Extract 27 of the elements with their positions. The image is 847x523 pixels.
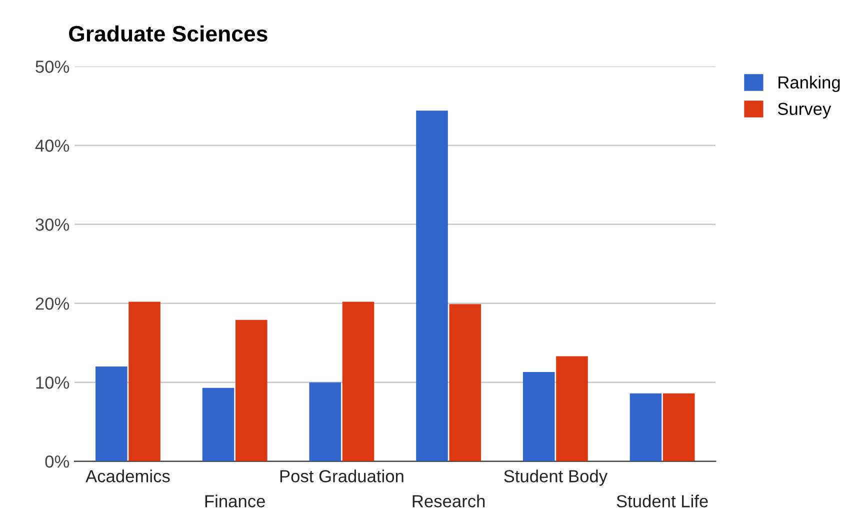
bar [202, 388, 234, 462]
y-tick-label: 0% [45, 455, 70, 468]
bar [449, 304, 482, 462]
bar [309, 382, 342, 462]
bar [556, 356, 588, 462]
x-tick-label: Post Graduation [280, 470, 404, 482]
y-tick-label: 10% [36, 376, 70, 389]
chart-title: Graduate Sciences [69, 25, 268, 42]
x-tick-label: Finance [205, 494, 265, 508]
bar [416, 110, 448, 462]
legend-label: Survey [778, 102, 832, 119]
legend-label: Ranking [778, 76, 840, 92]
bar [235, 320, 268, 462]
bar [522, 372, 555, 462]
y-tick-label: 30% [36, 218, 70, 231]
y-tick-label: 20% [36, 298, 70, 310]
x-tick-label: Student Life [616, 494, 708, 508]
bar [96, 366, 128, 462]
y-tick-label: 50% [36, 60, 70, 73]
bar [630, 393, 662, 462]
bar [662, 393, 695, 462]
x-tick-label: Academics [86, 470, 170, 482]
bar [128, 302, 160, 462]
x-tick-label: Research [412, 494, 485, 508]
x-tick-label: Student Body [504, 470, 608, 486]
y-tick-label: 40% [35, 140, 70, 152]
bar [342, 302, 374, 462]
